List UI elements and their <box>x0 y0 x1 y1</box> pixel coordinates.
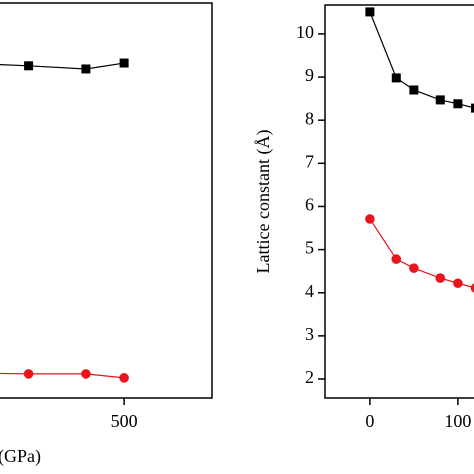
x-tick-label: 500 <box>111 411 138 431</box>
x-axis-label: (GPa) <box>0 446 41 467</box>
point <box>435 273 446 283</box>
point <box>453 99 463 109</box>
point <box>391 254 402 264</box>
point <box>409 85 419 95</box>
y-axis-label: Lattice constant (Å) <box>253 130 274 274</box>
point <box>470 103 474 113</box>
point <box>435 95 445 105</box>
point <box>81 64 91 74</box>
plot-frame <box>324 4 474 399</box>
series-line <box>369 218 474 289</box>
y-tick-label: 2 <box>305 367 314 387</box>
point <box>470 283 474 293</box>
point <box>119 58 129 68</box>
y-tick-label: 10 <box>296 22 314 42</box>
point <box>365 7 375 17</box>
series-line <box>369 11 474 109</box>
y-tick-label: 7 <box>305 151 314 171</box>
y-tick-label: 4 <box>305 281 314 301</box>
point <box>24 61 34 71</box>
point <box>119 373 129 383</box>
x-tick-label: 0 <box>365 411 374 431</box>
series-line <box>0 372 125 379</box>
y-tick-label: 5 <box>305 238 314 258</box>
y-tick-label: 9 <box>305 65 314 85</box>
point <box>81 369 91 379</box>
y-tick-label: 8 <box>305 108 314 128</box>
x-tick-label: 100 <box>444 411 471 431</box>
point <box>365 214 375 224</box>
point <box>23 369 34 379</box>
plot-frame <box>0 2 213 399</box>
point <box>453 278 463 289</box>
point <box>409 263 419 273</box>
y-tick-label: 3 <box>305 324 314 344</box>
y-tick-label: 6 <box>305 195 314 215</box>
point <box>391 73 401 83</box>
series-line <box>0 62 125 70</box>
